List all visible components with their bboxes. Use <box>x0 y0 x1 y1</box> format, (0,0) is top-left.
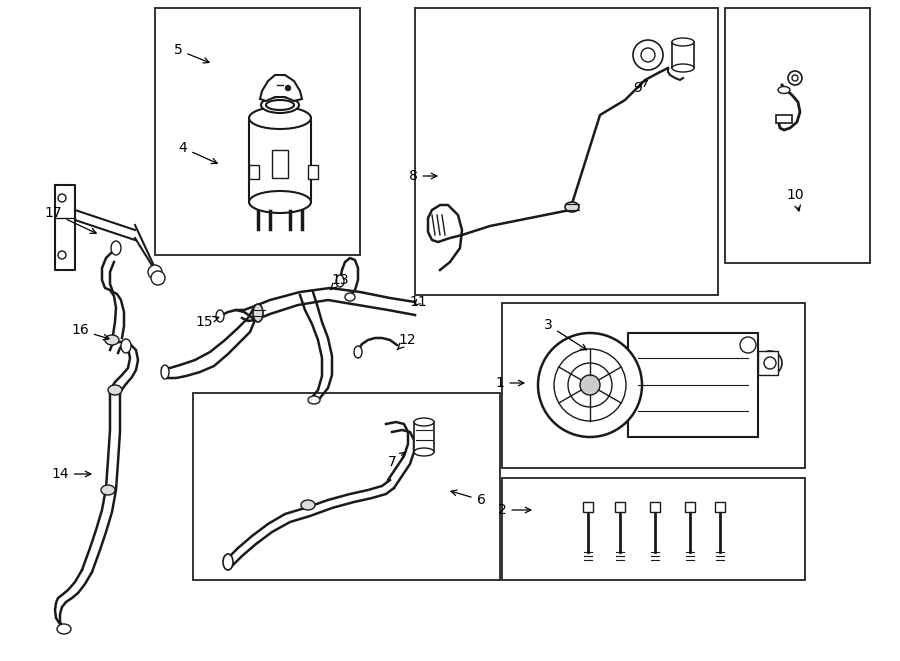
Bar <box>502 303 805 468</box>
Bar <box>615 502 625 512</box>
Text: 9: 9 <box>634 81 647 95</box>
Ellipse shape <box>672 38 694 46</box>
Ellipse shape <box>672 64 694 72</box>
Circle shape <box>758 351 782 375</box>
Text: 14: 14 <box>51 467 91 481</box>
Ellipse shape <box>111 241 121 255</box>
Circle shape <box>740 337 756 353</box>
Text: 11: 11 <box>410 295 427 309</box>
Text: 1: 1 <box>496 376 524 390</box>
Ellipse shape <box>108 385 122 395</box>
Bar <box>502 478 805 580</box>
Text: 5: 5 <box>174 43 209 63</box>
Bar <box>414 422 434 452</box>
Circle shape <box>538 333 642 437</box>
Ellipse shape <box>336 275 344 287</box>
Bar <box>685 502 695 512</box>
Ellipse shape <box>778 87 790 93</box>
Ellipse shape <box>216 310 224 322</box>
Ellipse shape <box>249 107 311 129</box>
Bar <box>628 333 758 437</box>
Text: 17: 17 <box>44 206 96 233</box>
Circle shape <box>58 194 66 202</box>
Circle shape <box>554 349 626 421</box>
Circle shape <box>285 85 291 91</box>
Bar <box>272 150 288 178</box>
Bar <box>758 351 778 375</box>
Circle shape <box>788 71 802 85</box>
Ellipse shape <box>121 339 131 353</box>
Bar <box>193 393 500 580</box>
Ellipse shape <box>105 335 119 345</box>
Ellipse shape <box>301 500 315 510</box>
Text: 7: 7 <box>388 452 406 469</box>
Text: 15: 15 <box>195 315 219 329</box>
Bar <box>249 165 259 179</box>
Ellipse shape <box>161 365 169 379</box>
Text: 2: 2 <box>498 503 531 517</box>
Text: 10: 10 <box>787 188 804 211</box>
Ellipse shape <box>345 293 355 301</box>
Ellipse shape <box>354 346 362 358</box>
Circle shape <box>792 75 798 81</box>
Ellipse shape <box>414 448 434 456</box>
Bar <box>308 165 318 179</box>
Ellipse shape <box>414 418 434 426</box>
Bar <box>715 502 725 512</box>
Ellipse shape <box>57 624 71 634</box>
Circle shape <box>633 40 663 70</box>
Bar <box>155 8 360 255</box>
Ellipse shape <box>101 485 115 495</box>
Bar <box>672 42 694 68</box>
Bar <box>583 502 593 512</box>
Polygon shape <box>260 75 302 101</box>
Text: 4: 4 <box>178 141 217 163</box>
Circle shape <box>568 363 612 407</box>
Ellipse shape <box>308 396 320 404</box>
Text: 6: 6 <box>451 490 485 507</box>
Text: 12: 12 <box>397 333 416 350</box>
Circle shape <box>148 265 162 279</box>
Text: 8: 8 <box>409 169 436 183</box>
Text: 13: 13 <box>330 273 349 290</box>
Circle shape <box>580 375 600 395</box>
Ellipse shape <box>249 191 311 213</box>
Circle shape <box>151 271 165 285</box>
Circle shape <box>764 357 776 369</box>
Ellipse shape <box>223 554 233 570</box>
Text: 16: 16 <box>71 323 109 340</box>
Ellipse shape <box>261 97 299 113</box>
Bar <box>415 8 718 295</box>
Bar <box>725 8 870 263</box>
Ellipse shape <box>266 100 294 110</box>
Bar <box>249 118 311 203</box>
Ellipse shape <box>565 202 579 212</box>
Ellipse shape <box>253 304 263 322</box>
Bar <box>776 115 792 123</box>
Circle shape <box>58 251 66 259</box>
Text: 3: 3 <box>544 318 587 350</box>
Circle shape <box>641 48 655 62</box>
Bar <box>650 502 660 512</box>
